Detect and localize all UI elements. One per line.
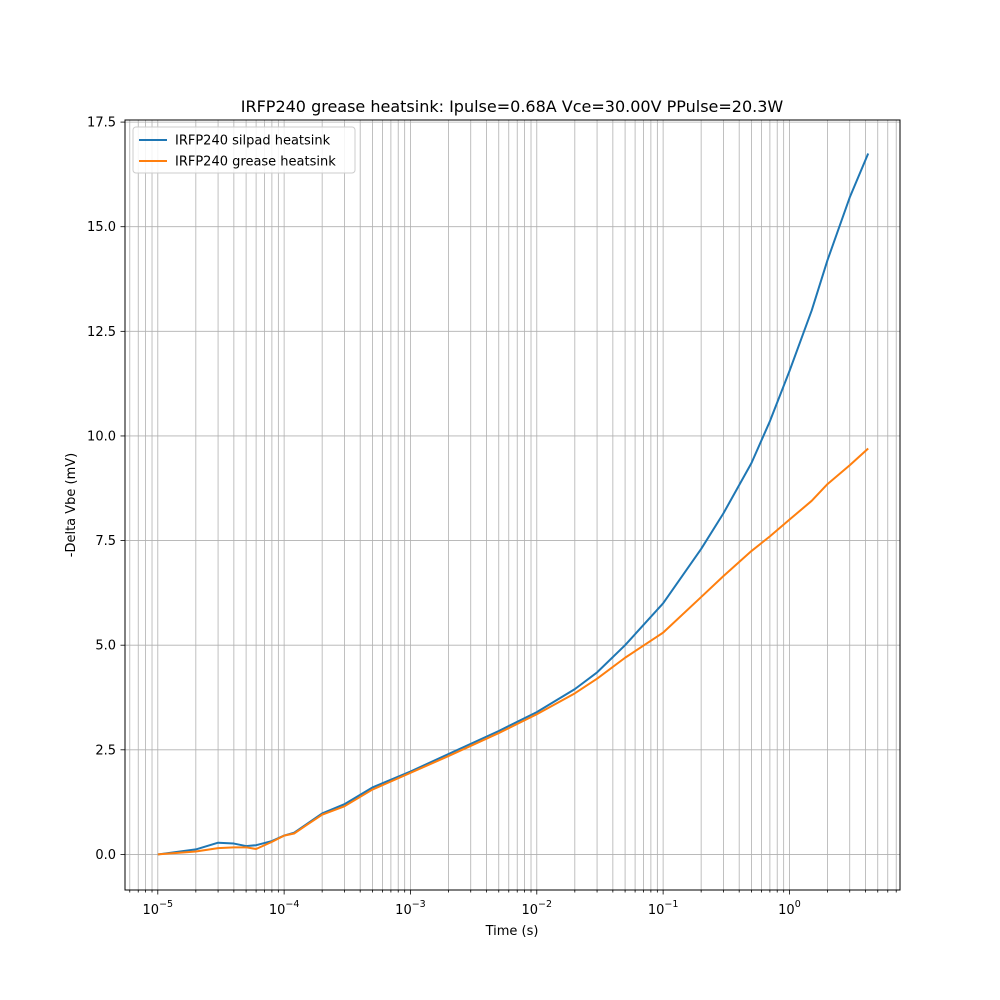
plot-frame	[124, 119, 901, 891]
y-tick-label: 10.0	[87, 429, 116, 444]
y-tick-label: 17.5	[87, 116, 116, 131]
series-group	[157, 153, 870, 856]
legend-label-1: IRFP240 silpad heatsink	[175, 134, 331, 149]
x-tick-label: 10−4	[269, 899, 300, 918]
x-tick-label: 10−1	[648, 899, 679, 918]
y-tick-label: 2.5	[95, 743, 116, 758]
x-axis-label: Time (s)	[485, 924, 539, 939]
x-tick-label: 10−5	[143, 899, 174, 918]
chart-title: IRFP240 grease heatsink: Ipulse=0.68A Vc…	[241, 97, 784, 116]
x-tick-label: 10−3	[395, 899, 426, 918]
x-ticks: 10−5 10−4 10−3 10−2 10−1 100	[129, 890, 897, 918]
y-tick-label: 5.0	[95, 639, 116, 654]
grid	[125, 120, 900, 890]
series-line-1	[157, 153, 870, 856]
x-tick-label: 100	[778, 899, 801, 918]
legend: IRFP240 silpad heatsink IRFP240 grease he…	[132, 126, 356, 174]
y-tick-label: 0.0	[95, 848, 116, 863]
y-tick-label: 15.0	[87, 220, 116, 235]
legend-box	[132, 126, 356, 174]
y-axis-label: -Delta Vbe (mV)	[64, 453, 79, 557]
x-tick-label: 10−2	[522, 899, 553, 918]
y-tick-label: 7.5	[95, 534, 116, 549]
legend-label-2: IRFP240 grease heatsink	[175, 155, 336, 170]
series-line-2	[157, 447, 869, 856]
y-tick-label: 12.5	[87, 325, 116, 340]
y-ticks: 0.0 2.5 5.0 7.5 10.0 12.5 15.0 17.5	[87, 116, 125, 863]
